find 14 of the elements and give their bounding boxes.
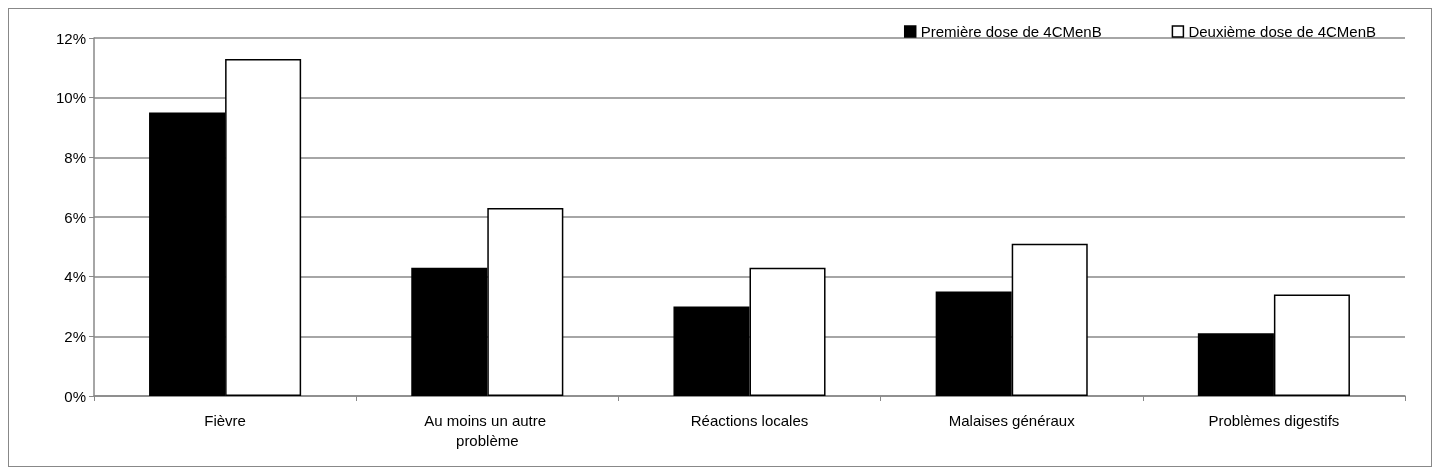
y-tick-label: 4%: [64, 268, 86, 286]
legend-label: Première dose de 4CMenB: [920, 23, 1102, 40]
y-tick-label: 10%: [55, 89, 86, 107]
x-tick-label: Malaises généraux: [948, 411, 1076, 429]
x-tick-label: Problèmes digestifs: [1208, 411, 1340, 429]
y-tick-label: 2%: [64, 327, 86, 345]
y-tick-label: 8%: [64, 148, 86, 166]
legend-label: Deuxième dose de 4CMenB: [1188, 23, 1377, 40]
y-tick-label: 6%: [64, 208, 86, 226]
x-tick-label: Fièvre: [204, 411, 246, 429]
x-tick-label: Au moins un autre problème: [424, 411, 551, 449]
y-tick-label: 0%: [64, 387, 86, 405]
y-tick-label: 12%: [55, 29, 86, 47]
x-tick-label: Réactions locales: [690, 411, 809, 429]
